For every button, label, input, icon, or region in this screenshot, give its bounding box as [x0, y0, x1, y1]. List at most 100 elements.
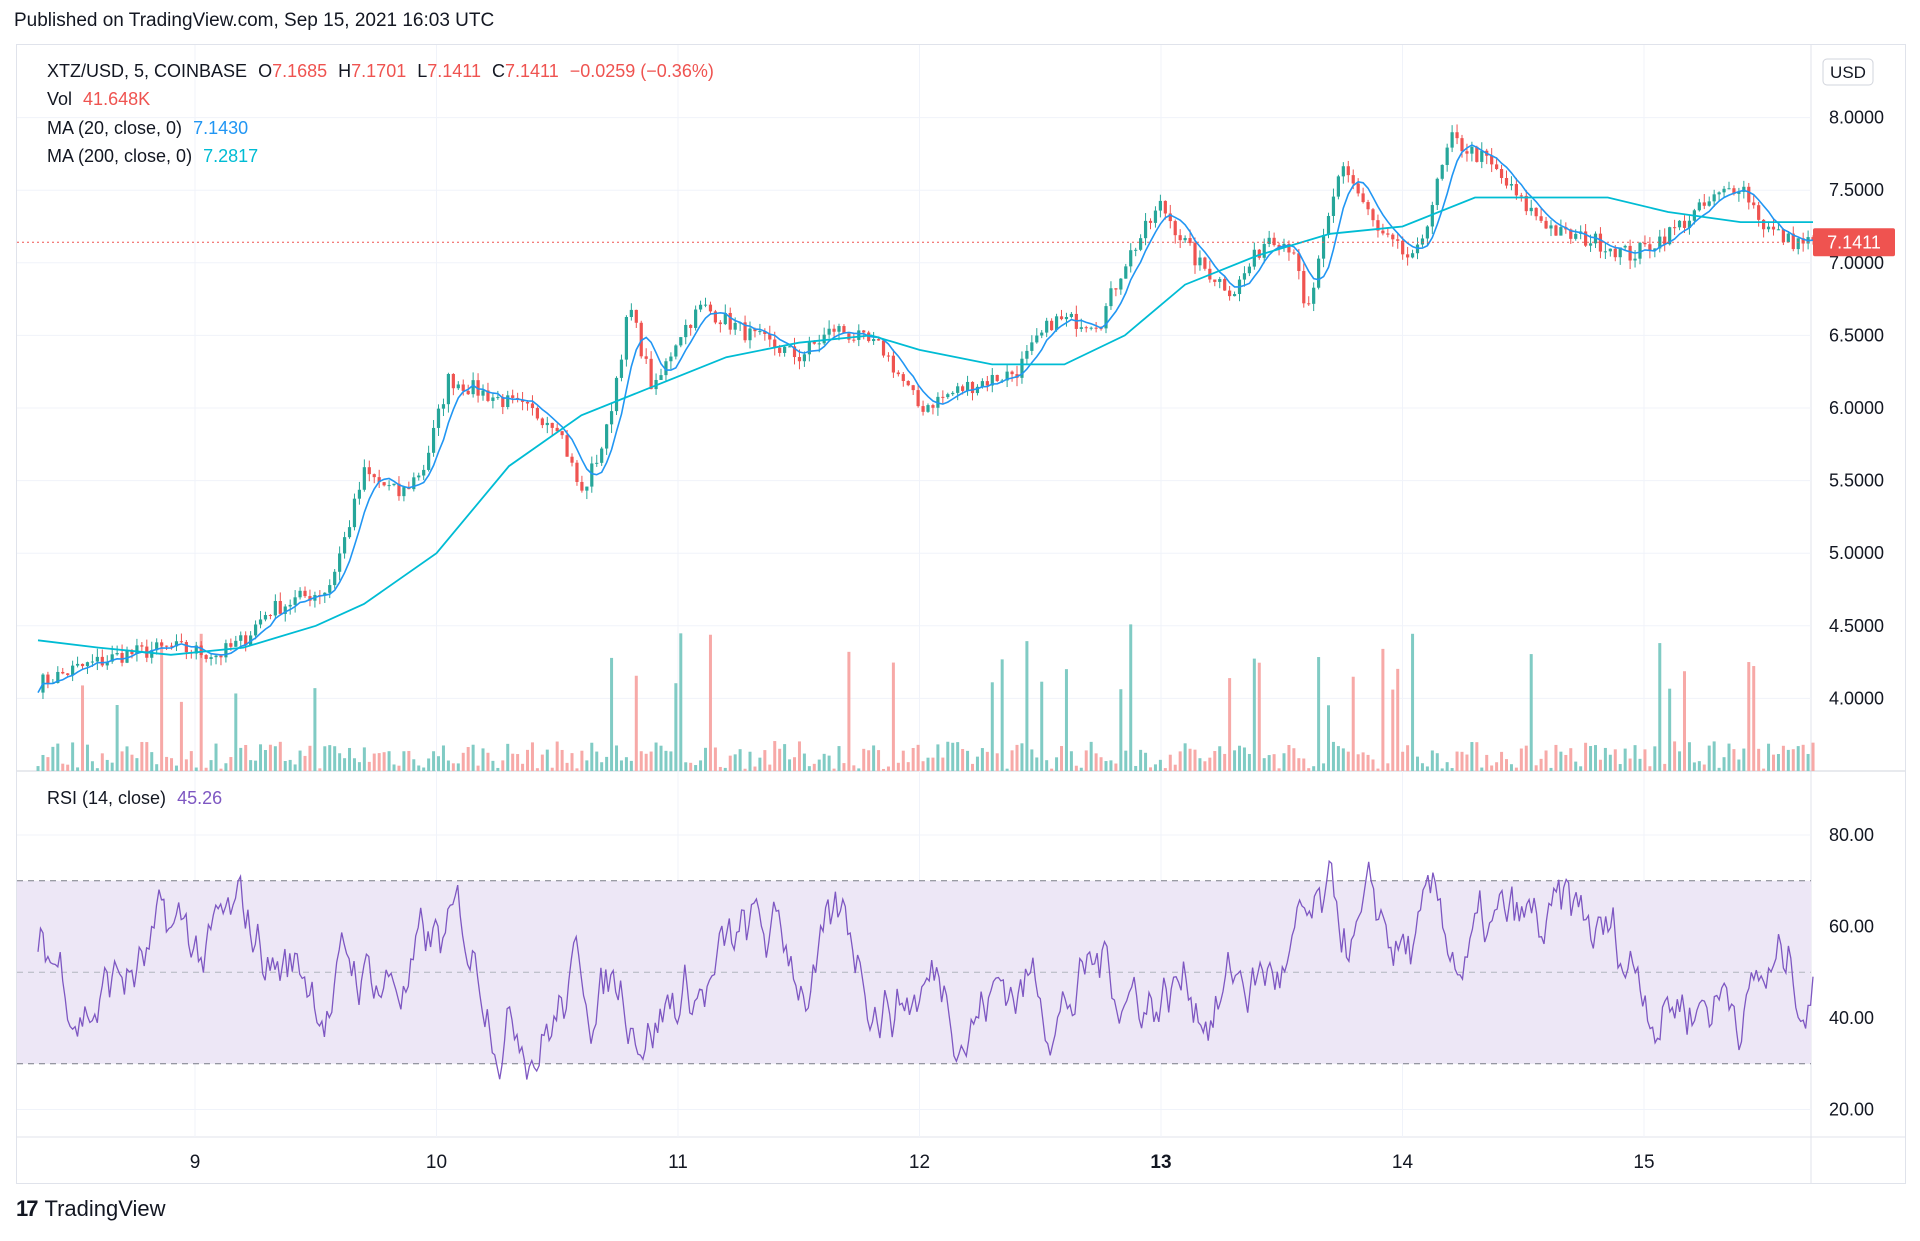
volume-bar	[723, 767, 727, 771]
volume-bar	[90, 761, 94, 771]
candle-body	[377, 477, 381, 483]
volume-bar	[595, 751, 599, 771]
price-tick-label: 6.5000	[1829, 325, 1884, 345]
volume-bar	[1603, 747, 1607, 771]
volume-bar	[827, 755, 831, 771]
candle-body	[1786, 233, 1790, 243]
candle-body	[224, 643, 228, 658]
candle-body	[540, 418, 544, 426]
candle-body	[901, 374, 905, 382]
volume-bar	[619, 760, 623, 771]
volume-bar	[985, 751, 989, 771]
candle-body	[1455, 132, 1459, 139]
volume-bar	[605, 756, 609, 771]
volume-bar	[120, 751, 124, 771]
volume-bar	[105, 759, 109, 771]
price-tick-label: 4.0000	[1829, 688, 1884, 708]
candle-body	[481, 390, 485, 396]
volume-label[interactable]: Vol	[47, 89, 73, 109]
volume-bar	[407, 750, 411, 771]
volume-bar	[926, 757, 930, 771]
volume-bar	[1346, 751, 1350, 771]
volume-bar	[961, 749, 965, 771]
volume-bar	[451, 763, 455, 771]
volume-bar	[1282, 753, 1286, 771]
volume-bar	[145, 742, 149, 771]
chart-canvas[interactable]: 8.0000 7.5000 7.0000 6.5000 6.0000 5.5000 5.00…	[17, 45, 1905, 1183]
rsi-tick-label: 20.00	[1829, 1100, 1874, 1120]
rsi-label[interactable]: RSI (14, close)	[47, 788, 167, 808]
candle-body	[496, 397, 500, 399]
volume-bar	[1539, 758, 1543, 771]
volume-bar	[535, 768, 539, 771]
volume-bar	[476, 765, 480, 771]
volume-bar	[1475, 742, 1479, 771]
volume-bar	[659, 745, 663, 771]
ma200-label[interactable]: MA (200, close, 0)	[47, 146, 193, 166]
volume-bar	[1084, 750, 1088, 771]
candle-body	[61, 671, 65, 674]
volume-bar	[624, 757, 628, 771]
volume-bar	[1188, 748, 1192, 771]
volume-bar	[1460, 751, 1464, 771]
candle-body	[90, 661, 95, 663]
candle-body	[783, 346, 787, 353]
volume-bar	[1504, 759, 1508, 771]
candle-body	[130, 650, 134, 654]
volume-bar	[995, 753, 999, 771]
volume-bar	[1697, 761, 1701, 771]
candle-body	[713, 311, 718, 323]
volume-bar	[1519, 748, 1523, 771]
candle-body	[896, 372, 900, 375]
volume-bar	[174, 765, 178, 771]
volume-bar	[150, 752, 154, 771]
candle-body	[773, 339, 777, 348]
volume-bar	[1692, 762, 1696, 771]
symbol-label[interactable]: XTZ/USD, 5, COINBASE	[47, 61, 248, 81]
volume-bar	[1114, 763, 1118, 771]
candle-body	[288, 604, 292, 607]
currency-badge	[1822, 58, 1874, 86]
volume-bar	[783, 744, 787, 771]
candle-body	[1030, 342, 1034, 351]
candle-body	[961, 386, 965, 391]
volume-bar	[1589, 746, 1593, 771]
volume-bar	[1341, 748, 1345, 771]
candle-body	[1702, 202, 1706, 206]
candle-body	[545, 422, 549, 426]
candle-body	[1257, 249, 1261, 258]
volume-bar	[1702, 764, 1706, 771]
candle-body	[1519, 195, 1523, 197]
volume-bar	[1069, 751, 1073, 771]
candle-body	[1396, 239, 1400, 241]
candle-body	[1173, 221, 1177, 236]
candle-body	[328, 585, 332, 593]
tradingview-logo[interactable]: 17 TradingView	[16, 1196, 166, 1222]
volume-bar	[906, 762, 910, 771]
volume-bar	[882, 768, 886, 771]
candle-body	[1079, 327, 1083, 329]
volume-bar	[1109, 760, 1113, 771]
volume-bar	[1801, 744, 1805, 771]
candle-body	[1687, 220, 1692, 228]
volume-bar	[1687, 742, 1691, 771]
volume-bar	[540, 754, 544, 771]
volume-bar	[634, 675, 638, 771]
volume-bar	[1297, 758, 1301, 771]
high-label: H	[338, 61, 352, 81]
published-header: Published on TradingView.com, Sep 15, 20…	[14, 10, 495, 31]
candle-body	[659, 375, 663, 380]
chart-frame[interactable]: 8.0000 7.5000 7.0000 6.5000 6.0000 5.5000 5.00…	[16, 44, 1906, 1184]
volume-bar	[1569, 748, 1573, 771]
ma20-label[interactable]: MA (20, close, 0)	[47, 118, 183, 138]
volume-bar	[1722, 757, 1726, 771]
rsi-value: 45.26	[177, 788, 223, 808]
volume-bar	[323, 746, 327, 771]
time-tick-label: 10	[426, 1152, 447, 1173]
candle-body	[1766, 226, 1771, 230]
volume-bar	[466, 747, 470, 771]
candle-body	[698, 304, 703, 310]
volume-bar	[718, 766, 722, 771]
candle-body	[550, 422, 554, 428]
candle-body	[1776, 229, 1781, 231]
